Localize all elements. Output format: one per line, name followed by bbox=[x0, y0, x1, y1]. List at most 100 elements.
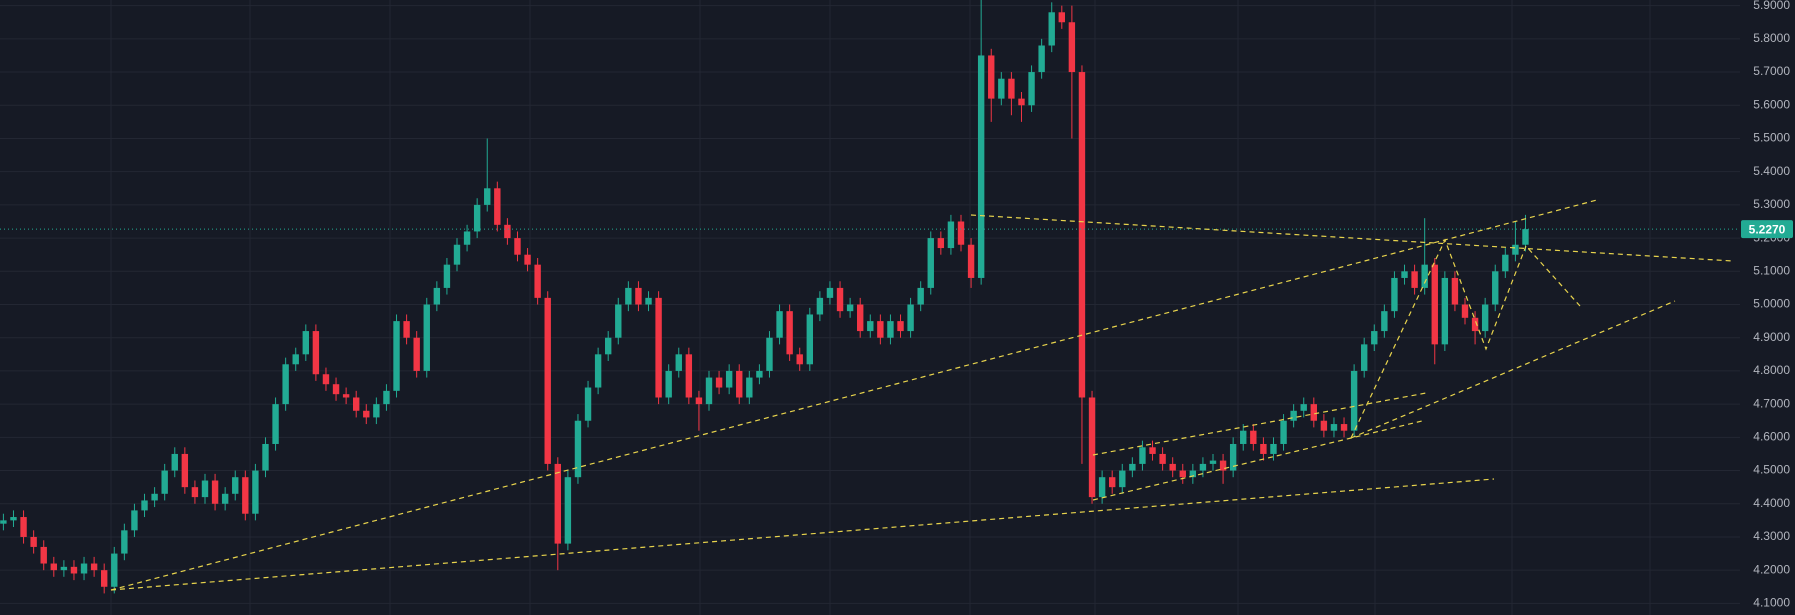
candle-body bbox=[393, 321, 400, 391]
candle-body bbox=[1098, 477, 1106, 498]
candle-body bbox=[685, 354, 693, 398]
candle-body bbox=[615, 304, 622, 338]
candle-body bbox=[171, 453, 178, 471]
candle-body bbox=[786, 311, 793, 355]
candle-body bbox=[675, 354, 682, 371]
candle-body bbox=[70, 566, 78, 574]
candle-body bbox=[342, 394, 350, 398]
candle-body bbox=[302, 331, 309, 355]
candle-body bbox=[635, 287, 642, 305]
candle-body bbox=[1441, 277, 1449, 345]
trend-line bbox=[1092, 420, 1423, 501]
last-price-tag bbox=[1741, 220, 1793, 239]
candle-body bbox=[504, 224, 511, 239]
candle-body bbox=[1471, 317, 1479, 332]
candle-body bbox=[1018, 98, 1025, 106]
trend-line bbox=[1092, 392, 1427, 456]
candle-body bbox=[1038, 45, 1045, 73]
candle-body bbox=[1179, 470, 1186, 478]
candle-body bbox=[30, 536, 37, 547]
candle-body bbox=[544, 297, 551, 464]
candle-body bbox=[1512, 244, 1519, 255]
candle-body bbox=[897, 321, 904, 332]
candle-body bbox=[715, 377, 723, 388]
candle-body bbox=[1481, 304, 1489, 332]
candle-body bbox=[252, 470, 259, 514]
candle-body bbox=[1431, 264, 1438, 345]
candle-body bbox=[141, 500, 148, 511]
candle-body bbox=[1502, 254, 1509, 272]
candle-body bbox=[836, 287, 844, 312]
y-tick-label: 5.7000 bbox=[1753, 64, 1790, 78]
y-tick-label: 4.3000 bbox=[1753, 529, 1790, 543]
candle-body bbox=[201, 480, 209, 498]
candle-body bbox=[867, 321, 874, 332]
candle-body bbox=[1300, 404, 1307, 411]
candle-body bbox=[857, 304, 864, 332]
candle-body bbox=[1129, 463, 1136, 471]
candle-body bbox=[524, 254, 531, 265]
candle-body bbox=[1381, 311, 1388, 332]
candle-body bbox=[1088, 397, 1096, 498]
candle-body bbox=[534, 264, 541, 298]
candle-body bbox=[1451, 277, 1459, 305]
candle-body bbox=[1361, 344, 1368, 371]
candle-body bbox=[927, 238, 934, 288]
candle-body bbox=[756, 370, 763, 378]
candle-body bbox=[1149, 447, 1156, 454]
candle-body bbox=[1411, 271, 1418, 288]
candle-body bbox=[1280, 420, 1287, 444]
candle-body bbox=[1189, 470, 1197, 478]
candle-body bbox=[262, 443, 269, 471]
vertical-grid bbox=[110, 0, 1651, 615]
candle-body bbox=[877, 321, 884, 338]
zigzag-line bbox=[1350, 238, 1581, 439]
candle-body bbox=[1270, 443, 1277, 454]
candle-body bbox=[181, 453, 189, 488]
y-tick-label: 5.8000 bbox=[1753, 31, 1790, 45]
candle-body bbox=[594, 354, 602, 388]
candle-body bbox=[816, 297, 824, 315]
candle-body bbox=[846, 304, 854, 312]
y-tick-label: 5.1000 bbox=[1753, 263, 1790, 277]
candle-body bbox=[1492, 271, 1499, 305]
candle-body bbox=[1068, 22, 1076, 73]
candle-body bbox=[655, 297, 662, 398]
candle-body bbox=[121, 530, 128, 554]
candle-body bbox=[988, 55, 995, 99]
candle-body bbox=[1461, 304, 1469, 318]
candle-body bbox=[1058, 12, 1065, 23]
candle-body bbox=[191, 487, 199, 498]
candle-body bbox=[131, 510, 138, 531]
candles bbox=[0, 0, 1740, 594]
candle-body bbox=[322, 374, 330, 385]
y-tick-label: 4.7000 bbox=[1753, 396, 1790, 410]
candle-body bbox=[1320, 420, 1328, 431]
y-tick-label: 4.5000 bbox=[1753, 463, 1790, 477]
y-tick-label: 4.6000 bbox=[1753, 430, 1790, 444]
candle-body bbox=[463, 231, 471, 245]
candle-body bbox=[806, 314, 813, 365]
candle-body bbox=[383, 390, 390, 405]
candle-body bbox=[353, 397, 360, 411]
candle-body bbox=[50, 563, 57, 571]
trend-line bbox=[970, 214, 1734, 262]
candle-body bbox=[111, 553, 118, 587]
trend-line bbox=[110, 478, 1495, 591]
candle-body bbox=[907, 304, 914, 332]
candle-body bbox=[564, 477, 572, 544]
candle-body bbox=[796, 354, 803, 365]
candle-body bbox=[40, 546, 47, 564]
candle-body bbox=[1371, 331, 1378, 345]
candle-body bbox=[363, 410, 370, 418]
candle-body bbox=[937, 238, 945, 249]
candle-body bbox=[1139, 447, 1146, 464]
candle-body bbox=[725, 370, 733, 388]
y-tick-label: 5.0000 bbox=[1753, 297, 1790, 311]
y-tick-label: 4.1000 bbox=[1753, 596, 1790, 610]
candle-body bbox=[1391, 277, 1398, 312]
candle-body bbox=[1119, 470, 1126, 488]
candle-body bbox=[453, 244, 461, 265]
y-tick-label: 5.3000 bbox=[1753, 197, 1790, 211]
